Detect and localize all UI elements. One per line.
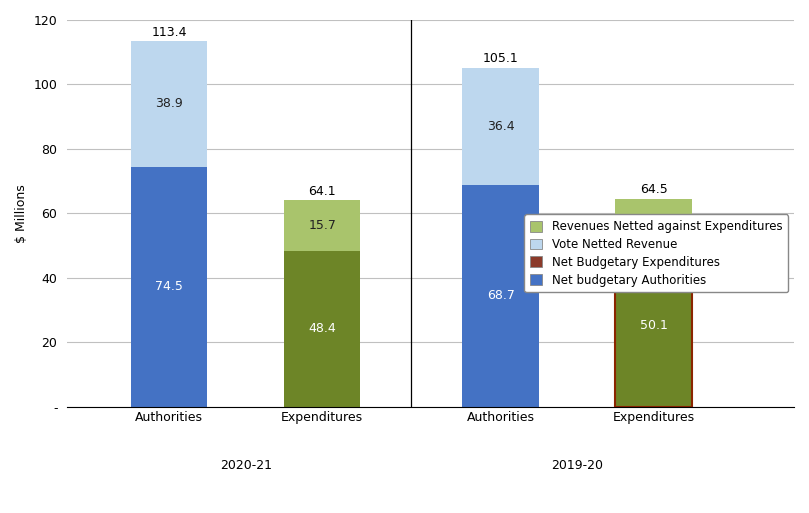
Y-axis label: $ Millions: $ Millions bbox=[15, 184, 28, 243]
Bar bbox=[131, 41, 207, 167]
Bar bbox=[131, 167, 207, 407]
Bar bbox=[463, 68, 539, 185]
Text: 38.9: 38.9 bbox=[155, 97, 183, 110]
Text: 113.4: 113.4 bbox=[151, 26, 187, 38]
Text: 2019-20: 2019-20 bbox=[551, 459, 604, 472]
Text: 64.1: 64.1 bbox=[308, 185, 336, 198]
Bar bbox=[284, 200, 361, 251]
Text: 2020-21: 2020-21 bbox=[220, 459, 272, 472]
Text: 15.7: 15.7 bbox=[308, 219, 336, 232]
Text: 105.1: 105.1 bbox=[483, 52, 519, 66]
Bar bbox=[616, 199, 692, 245]
Text: 48.4: 48.4 bbox=[308, 322, 336, 335]
Text: 14.4: 14.4 bbox=[640, 215, 667, 228]
Text: 50.1: 50.1 bbox=[640, 320, 667, 332]
Text: 64.5: 64.5 bbox=[640, 183, 667, 196]
Bar bbox=[463, 185, 539, 407]
Text: 36.4: 36.4 bbox=[487, 120, 515, 133]
Text: 74.5: 74.5 bbox=[155, 280, 183, 293]
Legend: Revenues Netted against Expenditures, Vote Netted Revenue, Net Budgetary Expendi: Revenues Netted against Expenditures, Vo… bbox=[524, 214, 788, 292]
Bar bbox=[616, 245, 692, 407]
Bar bbox=[284, 251, 361, 407]
Text: 68.7: 68.7 bbox=[487, 289, 515, 303]
